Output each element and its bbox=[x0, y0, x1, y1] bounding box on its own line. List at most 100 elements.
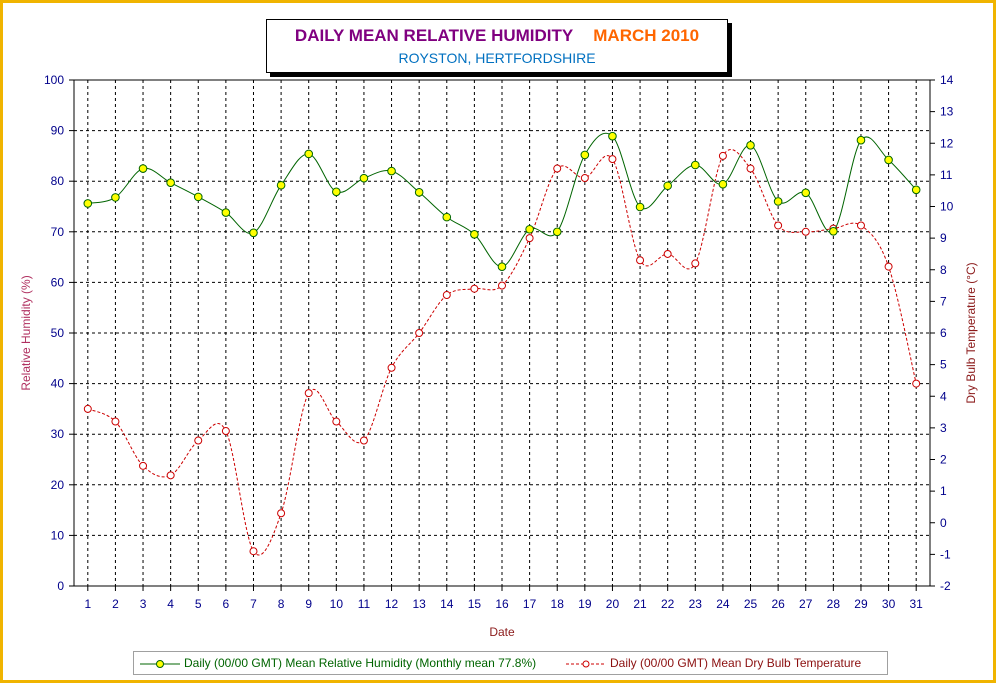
data-point-dbt bbox=[856, 221, 865, 230]
x-tick-label: 22 bbox=[661, 597, 675, 611]
data-point-rh bbox=[249, 228, 258, 238]
data-point-rh bbox=[663, 181, 672, 191]
data-point-rh bbox=[221, 208, 231, 217]
data-point-dbt bbox=[580, 174, 589, 183]
x-tick-label: 17 bbox=[523, 597, 537, 611]
y-tick-label: 0 bbox=[57, 579, 64, 593]
data-point-rh bbox=[552, 227, 562, 237]
y-tick-label: 60 bbox=[51, 275, 65, 289]
data-point-dbt bbox=[718, 151, 727, 160]
data-point-rh bbox=[332, 187, 341, 197]
data-point-dbt bbox=[387, 363, 396, 372]
data-point-rh bbox=[276, 180, 286, 190]
data-point-rh bbox=[166, 178, 175, 188]
data-point-rh bbox=[718, 179, 728, 189]
x-tick-label: 10 bbox=[330, 597, 344, 611]
data-point-rh bbox=[470, 230, 479, 239]
data-point-rh bbox=[359, 173, 369, 183]
data-point-dbt bbox=[691, 259, 700, 268]
data-point-rh bbox=[773, 197, 783, 206]
x-tick-label: 1 bbox=[84, 597, 91, 611]
data-point-rh bbox=[911, 185, 921, 195]
data-point-rh bbox=[111, 193, 120, 202]
x-tick-label: 24 bbox=[716, 597, 730, 611]
y2-tick-label: 1 bbox=[940, 484, 947, 498]
x-tick-label: 14 bbox=[440, 597, 454, 611]
x-tick-label: 27 bbox=[799, 597, 813, 611]
y2-axis-title: Dry Bulb Temperature (°C) bbox=[964, 262, 978, 403]
data-point-dbt bbox=[663, 249, 672, 258]
y2-tick-label: 7 bbox=[940, 294, 947, 308]
chart-title: DAILY MEAN RELATIVE HUMIDITY bbox=[294, 26, 574, 45]
data-point-dbt bbox=[636, 256, 645, 265]
x-tick-label: 30 bbox=[882, 597, 896, 611]
data-point-dbt bbox=[884, 262, 893, 271]
data-point-rh bbox=[746, 140, 755, 150]
x-tick-label: 5 bbox=[195, 597, 202, 611]
y-tick-label: 20 bbox=[51, 478, 65, 492]
y2-tick-label: 4 bbox=[940, 389, 947, 403]
legend-item-rh: Daily (00/00 GMT) Mean Relative Humidity… bbox=[140, 652, 536, 674]
data-point-dbt bbox=[746, 164, 755, 173]
y-tick-label: 30 bbox=[51, 427, 65, 441]
x-tick-label: 20 bbox=[606, 597, 620, 611]
data-point-dbt bbox=[525, 234, 534, 243]
x-tick-label: 9 bbox=[305, 597, 312, 611]
x-tick-label: 12 bbox=[385, 597, 399, 611]
data-point-rh bbox=[690, 160, 700, 170]
x-tick-label: 7 bbox=[250, 597, 257, 611]
data-point-rh bbox=[442, 212, 452, 222]
data-point-dbt bbox=[801, 227, 810, 236]
data-point-rh bbox=[387, 166, 396, 176]
x-tick-label: 3 bbox=[140, 597, 147, 611]
data-point-dbt bbox=[83, 404, 92, 413]
y2-tick-label: 3 bbox=[940, 421, 947, 435]
data-point-dbt bbox=[111, 417, 120, 426]
x-tick-label: 18 bbox=[551, 597, 565, 611]
y2-tick-label: 14 bbox=[940, 73, 954, 87]
x-tick-label: 15 bbox=[468, 597, 482, 611]
data-point-rh bbox=[580, 150, 590, 160]
data-point-rh bbox=[829, 226, 838, 236]
data-point-rh bbox=[608, 131, 617, 141]
y2-tick-label: -2 bbox=[940, 579, 951, 593]
x-tick-label: 8 bbox=[278, 597, 285, 611]
y-tick-label: 90 bbox=[51, 124, 65, 138]
y2-tick-label: -1 bbox=[940, 547, 951, 561]
x-tick-label: 21 bbox=[633, 597, 647, 611]
y2-tick-label: 9 bbox=[940, 231, 947, 245]
title-box: DAILY MEAN RELATIVE HUMIDITY MARCH 2010 R… bbox=[266, 19, 728, 73]
y-tick-label: 80 bbox=[51, 174, 65, 188]
x-tick-label: 28 bbox=[827, 597, 841, 611]
x-tick-label: 29 bbox=[854, 597, 868, 611]
data-point-rh bbox=[83, 199, 93, 208]
x-tick-label: 13 bbox=[412, 597, 426, 611]
data-point-dbt bbox=[774, 221, 783, 230]
data-point-dbt bbox=[139, 461, 148, 470]
data-point-dbt bbox=[553, 164, 562, 173]
x-tick-label: 23 bbox=[689, 597, 703, 611]
data-point-dbt bbox=[221, 427, 230, 436]
x-tick-label: 4 bbox=[167, 597, 174, 611]
y2-tick-label: 8 bbox=[940, 263, 947, 277]
legend: Daily (00/00 GMT) Mean Relative Humidity… bbox=[133, 651, 888, 675]
y2-tick-label: 10 bbox=[940, 200, 954, 214]
y2-tick-label: 0 bbox=[940, 516, 947, 530]
y-tick-label: 10 bbox=[51, 528, 65, 542]
data-point-rh bbox=[304, 149, 314, 159]
legend-rh-symbol bbox=[140, 659, 180, 668]
x-tick-label: 31 bbox=[910, 597, 924, 611]
data-point-rh bbox=[856, 135, 866, 145]
data-point-dbt bbox=[470, 284, 479, 293]
y2-tick-label: 6 bbox=[940, 326, 947, 340]
data-point-dbt bbox=[249, 547, 258, 556]
data-point-dbt bbox=[304, 389, 313, 398]
data-point-rh bbox=[635, 202, 645, 212]
x-axis-title: Date bbox=[489, 625, 515, 639]
data-point-dbt bbox=[442, 291, 451, 300]
x-tick-label: 19 bbox=[578, 597, 592, 611]
data-point-rh bbox=[884, 155, 893, 165]
data-point-dbt bbox=[332, 417, 341, 426]
